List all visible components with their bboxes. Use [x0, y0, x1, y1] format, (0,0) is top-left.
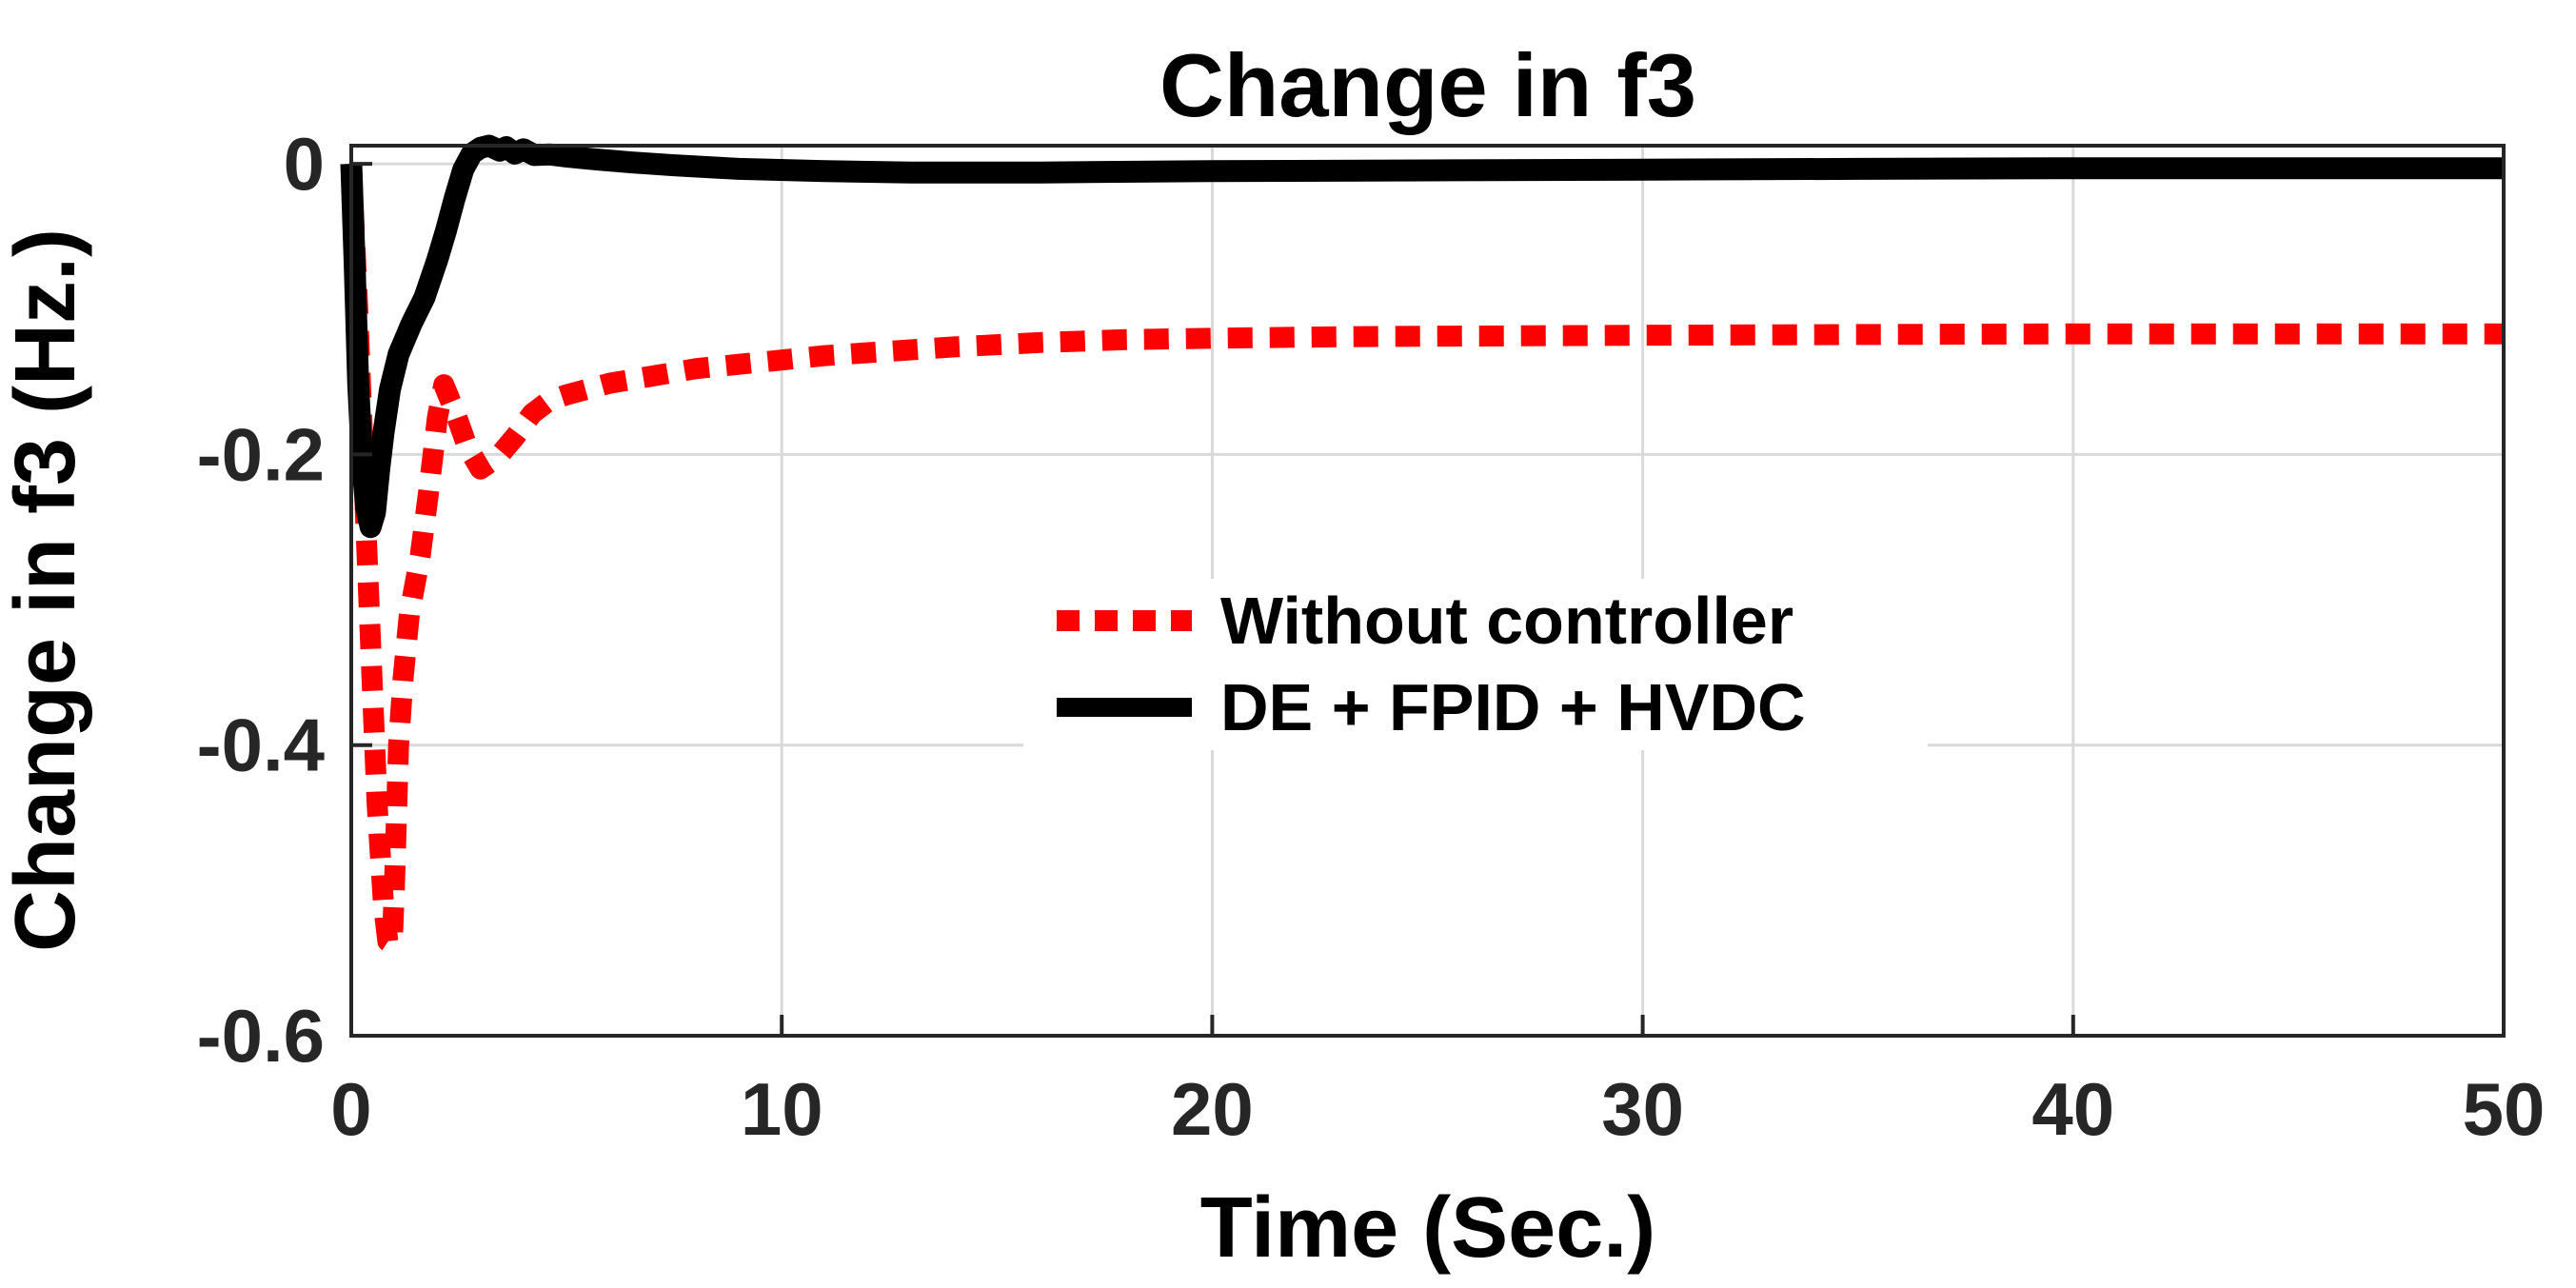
x-tick-label: 20 — [1171, 1067, 1254, 1151]
legend-label-de-fpid-hvdc: DE + FPID + HVDC — [1220, 670, 1806, 744]
x-tick-label: 30 — [1601, 1067, 1684, 1151]
x-tick-label: 50 — [2463, 1067, 2546, 1151]
y-tick-label: -0.6 — [197, 994, 325, 1078]
y-tick-label: -0.4 — [197, 703, 325, 787]
x-tick-label: 40 — [2031, 1067, 2114, 1151]
tick-labels: 0 10 20 30 40 50 0 -0.2 -0.4 -0.6 — [197, 122, 2546, 1151]
axes-border — [349, 144, 2506, 1038]
y-tick-label: 0 — [284, 122, 325, 206]
data-series — [340, 134, 2504, 955]
x-axis-label: Time (Sec.) — [1200, 1180, 1656, 1276]
series-curve-1 — [340, 134, 2504, 539]
legend-entry-without-controller: Without controller — [1057, 584, 1793, 658]
legend-label-without-controller: Without controller — [1220, 584, 1793, 658]
tick-marks — [349, 162, 2506, 1038]
series-curve-0 — [341, 163, 2504, 955]
x-tick-label: 0 — [330, 1067, 371, 1151]
chart-title: Change in f3 — [1159, 35, 1696, 135]
x-tick-label: 10 — [741, 1067, 823, 1151]
legend-entry-de-fpid-hvdc: DE + FPID + HVDC — [1057, 670, 1806, 744]
y-axis-label: Change in f3 (Hz.) — [0, 228, 93, 952]
y-tick-label: -0.2 — [197, 412, 325, 496]
legend-background — [1023, 579, 1928, 750]
legend: Without controller DE + FPID + HVDC — [1023, 579, 1928, 750]
